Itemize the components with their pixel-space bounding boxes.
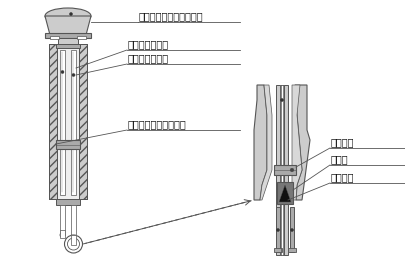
Bar [45,33,91,38]
Text: 湿球感温部（ガーゼ）: 湿球感温部（ガーゼ） [128,119,186,129]
Bar [273,248,281,252]
Polygon shape [294,85,309,200]
Circle shape [64,235,82,253]
Bar [71,50,76,195]
Bar [56,44,80,48]
Text: 温度計（湿球）: 温度計（湿球） [128,53,169,63]
Bar [275,85,279,255]
Circle shape [290,229,293,232]
Circle shape [67,238,79,250]
Bar [71,205,76,235]
Bar [79,44,87,199]
Bar [79,44,87,199]
Circle shape [61,70,64,73]
Bar [49,44,57,199]
Polygon shape [45,16,91,35]
Ellipse shape [45,8,91,24]
Bar [57,44,79,199]
Bar [71,235,76,245]
Bar [50,36,59,39]
Circle shape [72,73,75,77]
Bar [279,85,284,255]
Bar [49,44,57,199]
Circle shape [290,168,293,172]
Bar [289,207,293,252]
Ellipse shape [60,233,65,238]
Text: 断熱材: 断熱材 [330,154,348,164]
Polygon shape [254,85,266,200]
Text: 温度計（乾球）: 温度計（乾球） [128,39,169,49]
Text: パッキン: パッキン [330,137,354,147]
Polygon shape [259,85,271,200]
Bar [60,50,65,195]
Bar [60,230,65,238]
Bar [58,38,78,44]
Polygon shape [291,85,301,200]
Circle shape [280,98,283,101]
Text: ぜんまい、及び、ファン: ぜんまい、及び、ファン [139,11,203,21]
Bar [56,199,80,205]
Text: 通風内筒: 通風内筒 [330,172,354,182]
Bar [287,248,295,252]
Bar [284,85,287,255]
Bar [276,182,292,204]
Bar [77,36,86,39]
Bar [275,207,279,252]
Bar [60,205,65,235]
Circle shape [276,229,279,232]
Bar [56,140,80,149]
Bar [273,165,295,175]
Circle shape [69,12,72,16]
Polygon shape [278,185,290,202]
